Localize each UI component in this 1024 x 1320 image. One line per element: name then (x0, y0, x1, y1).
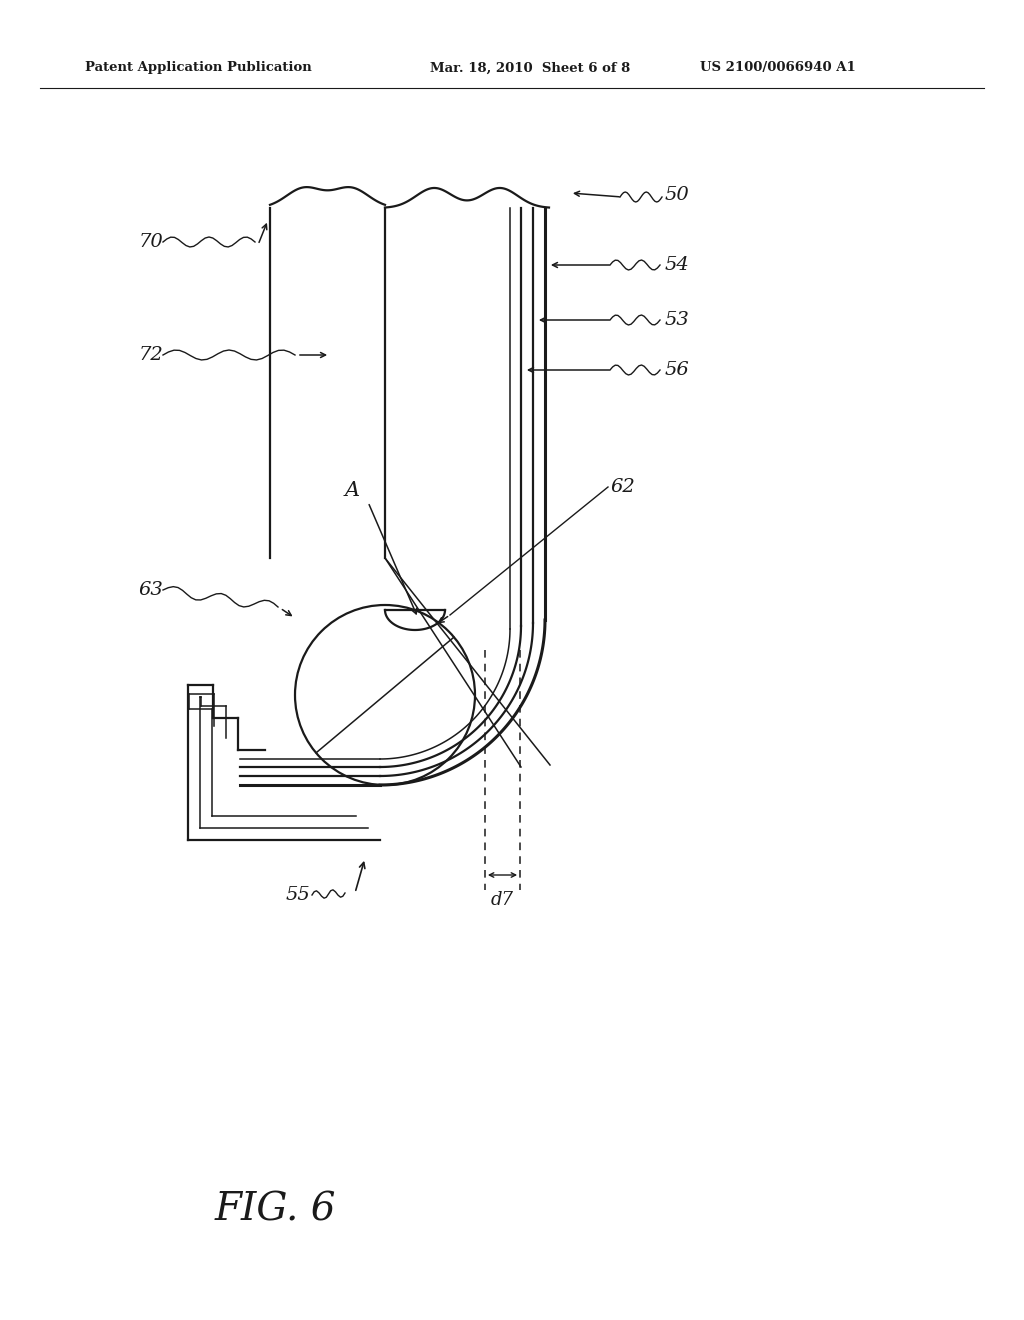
Text: 72: 72 (138, 346, 163, 364)
Text: 70: 70 (138, 234, 163, 251)
Text: Mar. 18, 2010  Sheet 6 of 8: Mar. 18, 2010 Sheet 6 of 8 (430, 62, 630, 74)
Text: A: A (344, 480, 359, 499)
Text: 62: 62 (610, 478, 635, 496)
Text: d7: d7 (490, 891, 514, 909)
Text: Patent Application Publication: Patent Application Publication (85, 62, 311, 74)
Text: 53: 53 (665, 312, 690, 329)
Text: 56: 56 (665, 360, 690, 379)
Text: 55: 55 (286, 886, 310, 904)
Text: 50: 50 (665, 186, 690, 205)
Text: US 2100/0066940 A1: US 2100/0066940 A1 (700, 62, 856, 74)
Text: 54: 54 (665, 256, 690, 275)
Text: FIG. 6: FIG. 6 (215, 1192, 337, 1229)
Text: 63: 63 (138, 581, 163, 599)
